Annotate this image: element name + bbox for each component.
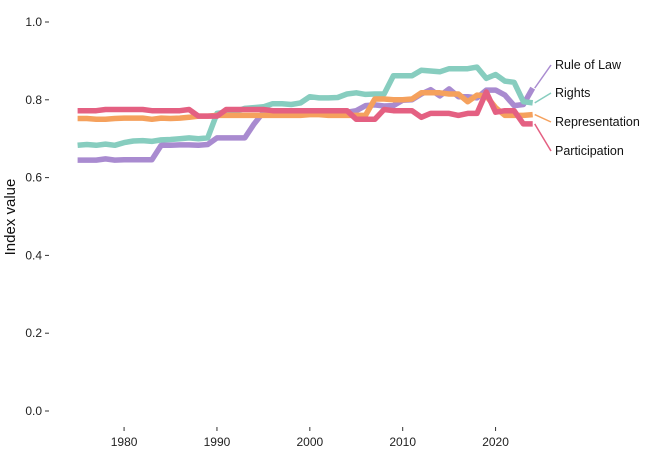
y-tick-label: 0.8 [25,93,42,107]
y-tick-label: 0.4 [25,248,42,262]
series-lines [77,64,536,163]
series-label-rights: Rights [555,86,590,100]
leader-line-participation [534,123,552,152]
leader-line-rights [534,92,552,104]
series-label-rule-of-law: Rule of Law [555,58,622,72]
series-line-participation [77,89,533,127]
y-tick-label: 1.0 [25,15,42,29]
y-tick-label: 0.0 [25,404,42,418]
x-tick-label: 2020 [482,435,509,449]
leader-line-representation [534,113,552,123]
y-axis: 0.0 0.2 0.4 0.6 0.8 1.0 [25,15,49,418]
series-line-representation [77,90,533,123]
series-label-representation: Representation [555,115,640,129]
series-line-rights [77,64,534,149]
x-axis: 1980 1990 2000 2010 2020 [111,427,509,449]
y-axis-title: Index value [2,179,19,256]
y-tick-label: 0.6 [25,171,42,185]
x-tick-label: 2000 [296,435,323,449]
series-labels: Rule of Law Rights Representation Participa… [534,58,640,158]
x-tick-label: 2010 [389,435,416,449]
series-label-participation: Participation [555,144,624,158]
y-tick-label: 0.2 [25,326,42,340]
leader-line-rule-of-law [534,64,552,89]
x-tick-label: 1980 [111,435,138,449]
x-tick-label: 1990 [204,435,231,449]
